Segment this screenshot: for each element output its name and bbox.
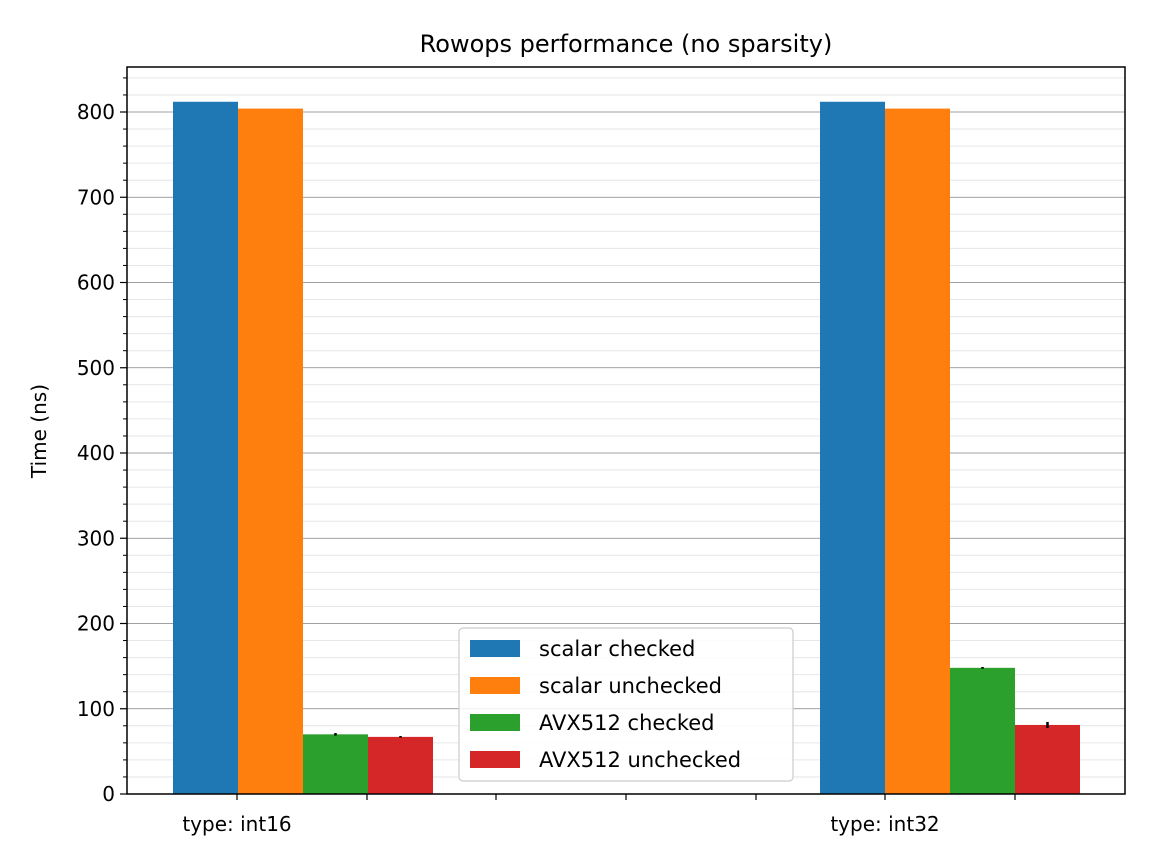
axes: 0 100 200 300 400 500 600 700 800 type: int16 type…: [77, 77, 1016, 836]
bar: [950, 667, 1015, 794]
bar: [1015, 724, 1080, 794]
legend-swatch: [470, 677, 520, 694]
y-tick-label: 600: [77, 271, 115, 295]
bar: [820, 101, 885, 794]
bar: [303, 734, 368, 794]
bar: [238, 108, 303, 795]
x-tick-label: type: int32: [830, 812, 939, 836]
y-tick-label: 700: [77, 185, 115, 209]
legend: scalar checked scalar unchecked AVX512 che…: [458, 627, 794, 782]
legend-label: scalar checked: [539, 637, 695, 661]
y-tick-label: 0: [102, 782, 115, 806]
y-tick-label: 300: [77, 526, 115, 550]
y-tick-label: 400: [77, 441, 115, 465]
bar: [173, 101, 238, 794]
legend-swatch: [470, 640, 520, 657]
legend-swatch: [470, 751, 520, 768]
legend-label: AVX512 unchecked: [539, 748, 741, 772]
legend-label: scalar unchecked: [539, 674, 722, 698]
bar: [368, 736, 433, 794]
y-tick-label: 800: [77, 100, 115, 124]
legend-label: AVX512 checked: [539, 711, 715, 735]
legend-box: [458, 627, 794, 782]
bars: [173, 101, 1080, 795]
y-tick-label: 200: [77, 612, 115, 636]
error-bars: [334, 666, 1049, 738]
y-tick-label: 100: [77, 697, 115, 721]
y-axis-label: Time (ns): [27, 384, 51, 479]
chart-title: Rowops performance (no sparsity): [420, 30, 833, 58]
bar: [885, 108, 950, 795]
y-tick-label: 500: [77, 356, 115, 380]
legend-swatch: [470, 714, 520, 731]
x-tick-label: type: int16: [182, 812, 291, 836]
